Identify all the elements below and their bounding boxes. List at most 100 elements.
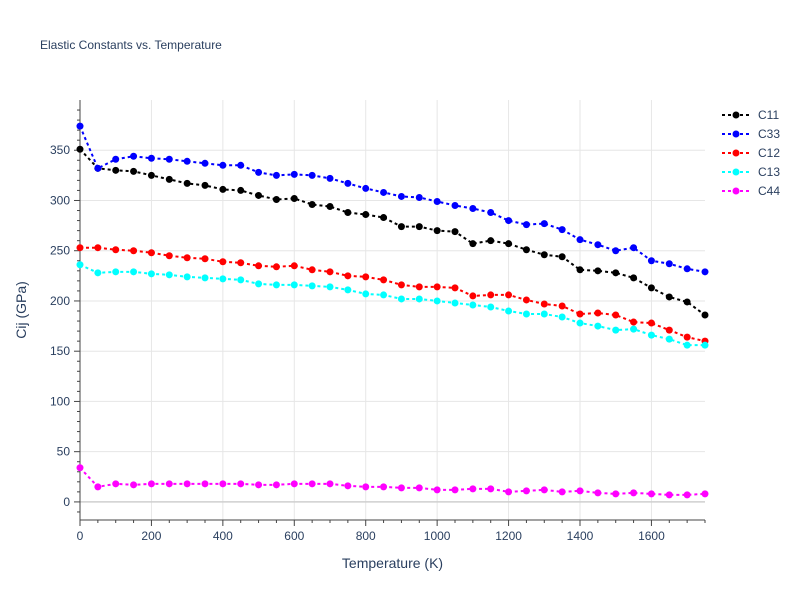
- data-point-c11[interactable]: [522, 246, 530, 254]
- data-point-c13[interactable]: [469, 301, 477, 309]
- data-point-c12[interactable]: [433, 283, 441, 291]
- data-point-c11[interactable]: [219, 185, 227, 193]
- data-point-c11[interactable]: [112, 166, 120, 174]
- data-point-c33[interactable]: [701, 268, 709, 276]
- data-point-c11[interactable]: [165, 175, 173, 183]
- data-point-c12[interactable]: [380, 276, 388, 284]
- data-point-c33[interactable]: [469, 205, 477, 213]
- legend-item-c12[interactable]: C12: [722, 146, 780, 160]
- data-point-c11[interactable]: [612, 269, 620, 277]
- data-point-c12[interactable]: [255, 262, 263, 270]
- data-point-c33[interactable]: [415, 193, 423, 201]
- data-point-c44[interactable]: [630, 489, 638, 497]
- data-point-c33[interactable]: [183, 157, 191, 165]
- data-point-c12[interactable]: [522, 296, 530, 304]
- data-point-c12[interactable]: [272, 263, 280, 271]
- data-point-c13[interactable]: [612, 326, 620, 334]
- data-point-c33[interactable]: [594, 241, 602, 249]
- data-point-c13[interactable]: [344, 286, 352, 294]
- data-point-c13[interactable]: [94, 269, 102, 277]
- data-point-c11[interactable]: [665, 293, 673, 301]
- data-point-c12[interactable]: [94, 244, 102, 252]
- data-point-c13[interactable]: [112, 268, 120, 276]
- data-point-c11[interactable]: [147, 171, 155, 179]
- data-point-c44[interactable]: [433, 486, 441, 494]
- data-point-c44[interactable]: [219, 480, 227, 488]
- data-point-c11[interactable]: [183, 179, 191, 187]
- data-point-c13[interactable]: [665, 335, 673, 343]
- data-point-c11[interactable]: [558, 253, 566, 261]
- legend-item-c13[interactable]: C13: [722, 165, 780, 179]
- data-point-c12[interactable]: [540, 300, 548, 308]
- data-point-c12[interactable]: [147, 249, 155, 257]
- data-point-c44[interactable]: [558, 488, 566, 496]
- data-point-c13[interactable]: [487, 303, 495, 311]
- data-point-c33[interactable]: [76, 122, 84, 130]
- data-point-c13[interactable]: [558, 313, 566, 321]
- data-point-c11[interactable]: [451, 228, 459, 236]
- data-point-c33[interactable]: [308, 171, 316, 179]
- data-point-c44[interactable]: [112, 480, 120, 488]
- data-point-c33[interactable]: [362, 184, 370, 192]
- data-point-c44[interactable]: [683, 491, 691, 499]
- data-point-c44[interactable]: [272, 481, 280, 489]
- data-point-c44[interactable]: [505, 488, 513, 496]
- data-point-c11[interactable]: [76, 145, 84, 153]
- data-point-c12[interactable]: [130, 247, 138, 255]
- data-point-c33[interactable]: [576, 236, 584, 244]
- data-point-c11[interactable]: [683, 298, 691, 306]
- data-point-c33[interactable]: [433, 197, 441, 205]
- data-point-c11[interactable]: [237, 186, 245, 194]
- data-point-c13[interactable]: [76, 261, 84, 269]
- data-point-c12[interactable]: [505, 291, 513, 299]
- data-point-c11[interactable]: [380, 214, 388, 222]
- data-point-c13[interactable]: [540, 310, 548, 318]
- legend-item-c11[interactable]: C11: [722, 108, 779, 122]
- data-point-c11[interactable]: [344, 209, 352, 217]
- data-point-c33[interactable]: [272, 171, 280, 179]
- data-point-c33[interactable]: [94, 164, 102, 172]
- data-point-c33[interactable]: [487, 209, 495, 217]
- data-point-c12[interactable]: [112, 246, 120, 254]
- data-point-c33[interactable]: [130, 152, 138, 160]
- data-point-c33[interactable]: [112, 155, 120, 163]
- data-point-c44[interactable]: [290, 480, 298, 488]
- data-point-c13[interactable]: [130, 268, 138, 276]
- data-point-c11[interactable]: [487, 237, 495, 245]
- data-point-c12[interactable]: [630, 318, 638, 326]
- data-point-c44[interactable]: [326, 480, 334, 488]
- data-point-c11[interactable]: [505, 240, 513, 248]
- data-point-c33[interactable]: [147, 154, 155, 162]
- data-point-c33[interactable]: [237, 161, 245, 169]
- data-point-c33[interactable]: [380, 188, 388, 196]
- data-point-c12[interactable]: [237, 259, 245, 267]
- data-point-c13[interactable]: [522, 310, 530, 318]
- data-point-c44[interactable]: [612, 490, 620, 498]
- data-point-c12[interactable]: [219, 258, 227, 266]
- data-point-c44[interactable]: [237, 480, 245, 488]
- data-point-c12[interactable]: [326, 268, 334, 276]
- data-point-c13[interactable]: [219, 275, 227, 283]
- data-point-c11[interactable]: [201, 181, 209, 189]
- data-point-c44[interactable]: [647, 490, 655, 498]
- data-point-c44[interactable]: [451, 486, 459, 494]
- data-point-c13[interactable]: [147, 270, 155, 278]
- data-point-c12[interactable]: [397, 281, 405, 289]
- data-point-c13[interactable]: [308, 282, 316, 290]
- data-point-c11[interactable]: [576, 266, 584, 274]
- data-point-c44[interactable]: [308, 480, 316, 488]
- data-point-c12[interactable]: [308, 266, 316, 274]
- data-point-c12[interactable]: [469, 292, 477, 300]
- data-point-c13[interactable]: [630, 325, 638, 333]
- data-point-c11[interactable]: [415, 223, 423, 231]
- data-point-c11[interactable]: [272, 195, 280, 203]
- data-point-c44[interactable]: [380, 483, 388, 491]
- data-point-c13[interactable]: [683, 341, 691, 349]
- data-point-c44[interactable]: [576, 487, 584, 495]
- data-point-c33[interactable]: [451, 202, 459, 210]
- data-point-c11[interactable]: [362, 211, 370, 219]
- data-point-c12[interactable]: [76, 244, 84, 252]
- data-point-c44[interactable]: [362, 483, 370, 491]
- data-point-c13[interactable]: [290, 281, 298, 289]
- data-point-c44[interactable]: [183, 480, 191, 488]
